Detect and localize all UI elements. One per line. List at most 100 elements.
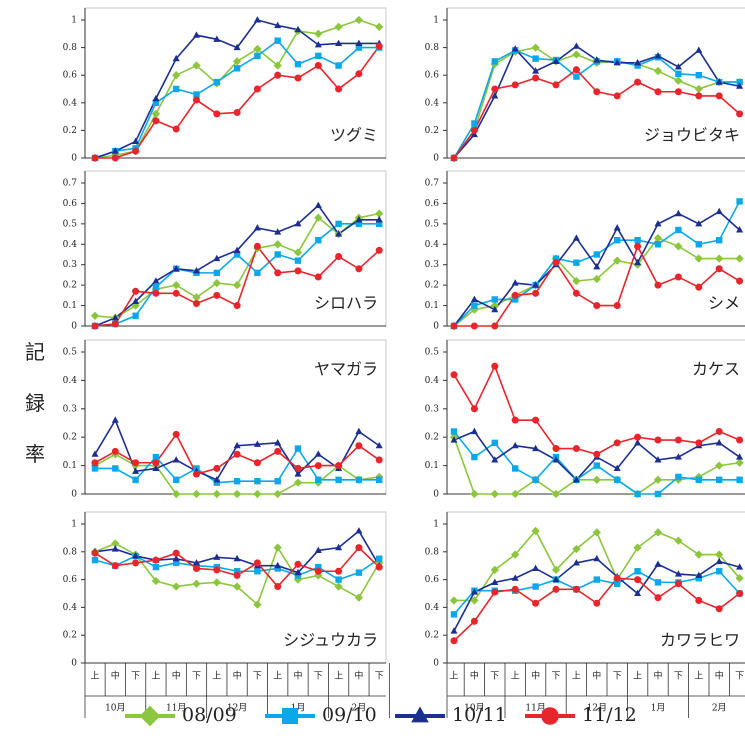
- y-tick-label: 0.2: [63, 433, 77, 443]
- marker: [132, 297, 140, 305]
- marker: [232, 57, 242, 66]
- marker: [172, 430, 180, 438]
- marker: [614, 580, 621, 587]
- marker: [192, 470, 201, 478]
- marker: [254, 52, 261, 60]
- marker: [695, 283, 703, 291]
- marker: [355, 70, 363, 78]
- marker: [471, 453, 478, 461]
- marker: [212, 278, 221, 288]
- marker: [355, 442, 363, 450]
- marker: [449, 596, 459, 605]
- marker: [91, 556, 99, 564]
- marker: [294, 74, 302, 82]
- marker: [273, 489, 282, 499]
- marker: [736, 476, 743, 483]
- marker: [254, 478, 261, 485]
- marker: [695, 571, 703, 578]
- marker: [132, 559, 140, 567]
- marker: [674, 453, 682, 460]
- marker: [376, 476, 383, 483]
- marker: [715, 557, 723, 565]
- x-tick-label: 下: [131, 672, 140, 682]
- marker: [512, 465, 519, 472]
- x-group-label: 2月: [712, 703, 727, 714]
- marker: [736, 436, 744, 444]
- marker: [355, 220, 363, 228]
- marker: [375, 22, 384, 32]
- marker: [172, 289, 180, 297]
- marker: [152, 289, 160, 297]
- marker: [491, 362, 499, 370]
- marker: [253, 559, 261, 567]
- x-tick-label: 中: [111, 670, 120, 682]
- marker: [450, 611, 458, 618]
- marker: [634, 576, 642, 584]
- marker: [674, 63, 682, 70]
- marker: [253, 600, 262, 609]
- marker: [614, 476, 621, 483]
- marker: [152, 459, 160, 467]
- marker: [294, 220, 302, 227]
- marker: [572, 445, 580, 453]
- marker: [152, 277, 160, 284]
- marker: [491, 85, 499, 93]
- marker: [233, 246, 241, 253]
- marker: [572, 234, 580, 241]
- marker: [192, 559, 201, 566]
- marker: [634, 62, 641, 69]
- marker: [551, 565, 561, 575]
- marker: [314, 41, 322, 48]
- marker: [552, 57, 560, 64]
- marker: [213, 475, 221, 483]
- marker: [152, 117, 160, 125]
- y-tick-label: 0.8: [425, 547, 440, 557]
- marker: [375, 441, 383, 449]
- marker: [674, 76, 683, 85]
- marker: [532, 74, 540, 82]
- x-group-label: 10月: [105, 703, 125, 714]
- marker: [592, 274, 601, 284]
- marker: [450, 371, 458, 379]
- marker: [213, 464, 221, 472]
- y-tick-label: 0.2: [63, 281, 77, 291]
- marker: [552, 585, 560, 593]
- marker: [172, 554, 180, 562]
- marker: [716, 237, 723, 244]
- marker: [213, 553, 221, 560]
- marker: [654, 281, 662, 289]
- marker: [132, 459, 140, 467]
- y-tick-label: 0.3: [63, 260, 78, 270]
- marker: [315, 563, 322, 571]
- x-tick-label: 中: [172, 670, 181, 682]
- marker: [152, 283, 160, 291]
- marker: [715, 461, 724, 470]
- y-tick-label: 0.4: [63, 603, 78, 613]
- marker: [233, 554, 241, 562]
- panel-title: ツグミ: [330, 126, 378, 145]
- marker: [674, 436, 682, 444]
- marker: [511, 489, 520, 499]
- marker: [213, 254, 221, 262]
- marker: [470, 405, 478, 413]
- marker: [132, 137, 140, 144]
- y-tick-label: 1: [71, 520, 77, 530]
- marker: [254, 269, 261, 277]
- marker: [376, 220, 383, 228]
- marker: [736, 563, 744, 570]
- marker: [613, 224, 621, 231]
- marker: [273, 543, 282, 552]
- marker: [253, 489, 262, 499]
- marker: [274, 251, 281, 258]
- marker: [274, 565, 281, 572]
- marker: [572, 66, 580, 74]
- marker: [233, 568, 241, 575]
- marker: [695, 575, 702, 582]
- x-tick-label: 下: [253, 672, 262, 682]
- marker: [212, 489, 221, 499]
- marker: [111, 562, 119, 570]
- marker: [213, 78, 220, 86]
- marker: [294, 257, 302, 264]
- marker: [511, 291, 519, 299]
- y-tick-label: 0.3: [63, 404, 78, 414]
